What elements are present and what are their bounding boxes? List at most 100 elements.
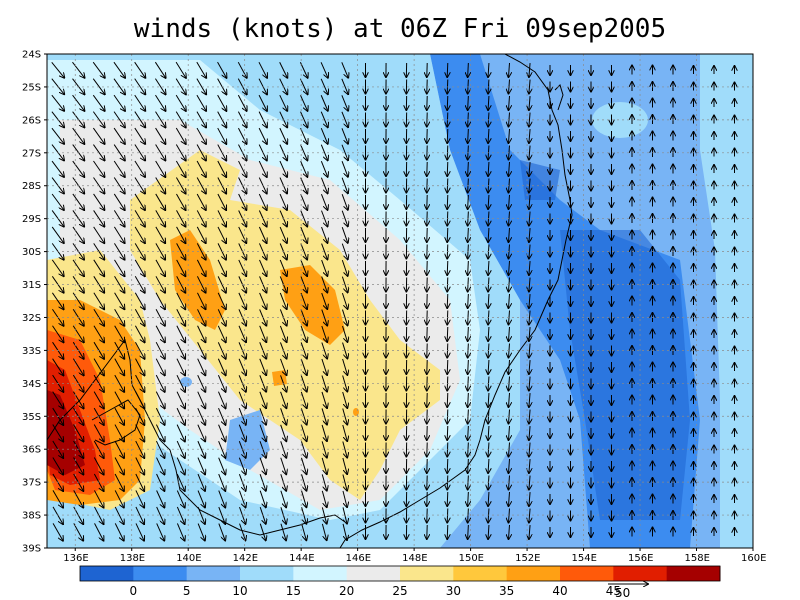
- wind-vector: [176, 309, 185, 325]
- lon-label: 142E: [233, 553, 258, 564]
- wind-vector: [321, 292, 328, 309]
- colorbar-label: 20: [339, 584, 354, 598]
- wind-vector: [321, 259, 328, 276]
- wind-vector: [176, 276, 186, 292]
- wind-vector: [509, 293, 510, 308]
- wind-vector: [197, 523, 205, 541]
- wind-vector: [468, 227, 469, 242]
- wind-vector: [134, 160, 145, 177]
- wind-vector: [509, 227, 510, 242]
- wind-vector: [155, 407, 164, 425]
- wind-vector: [258, 127, 267, 144]
- wind-vector: [468, 475, 469, 490]
- wind-vector: [529, 211, 530, 226]
- wind-vector: [509, 79, 510, 94]
- map-frame: [46, 53, 754, 549]
- wind-vector: [447, 508, 448, 523]
- wind-vector: [342, 342, 348, 359]
- wind-vector: [113, 61, 125, 78]
- wind-vector: [73, 523, 83, 540]
- wind-vector: [155, 177, 166, 193]
- lon-label: 158E: [685, 553, 710, 564]
- wind-vector: [72, 61, 84, 78]
- wind-vector: [509, 524, 510, 539]
- wind-vector: [72, 111, 85, 128]
- wind-vector: [156, 440, 164, 458]
- wind-vector: [238, 193, 247, 210]
- wind-vector: [72, 127, 85, 144]
- lon-label: 154E: [572, 553, 597, 564]
- colorbar-swatch: [133, 566, 188, 581]
- wind-vector: [72, 358, 83, 376]
- wind-vector: [488, 475, 489, 490]
- wind-vector: [113, 94, 125, 111]
- wind-vector: [197, 440, 205, 458]
- wind-vector: [197, 391, 205, 409]
- wind-vector: [529, 508, 530, 523]
- wind-vector: [176, 490, 184, 508]
- wind-vector: [155, 226, 165, 243]
- wind-vector: [529, 392, 530, 407]
- wind-vector: [529, 376, 530, 391]
- wind-vector: [176, 243, 186, 259]
- wind-vector: [320, 62, 328, 77]
- wind-vector: [279, 94, 287, 111]
- wind-vector: [156, 506, 165, 524]
- wind-vector: [341, 161, 348, 177]
- map-title: winds (knots) at 06Z Fri 09sep2005: [133, 14, 667, 44]
- wind-vector: [321, 226, 328, 243]
- wind-vector: [321, 358, 327, 375]
- wind-vector: [509, 326, 510, 341]
- wind-vector: [72, 160, 85, 177]
- wind-vector: [509, 392, 510, 407]
- wind-vector: [488, 326, 489, 341]
- wind-vector: [175, 144, 185, 161]
- wind-vector: [93, 160, 104, 177]
- wind-vector: [468, 79, 469, 94]
- wind-vector: [321, 342, 327, 358]
- wind-vector: [321, 424, 327, 441]
- wind-vector: [320, 177, 327, 194]
- wind-vector: [341, 194, 348, 210]
- lat-label: 34S: [22, 379, 41, 390]
- wind-vector: [529, 112, 530, 127]
- wind-vector: [114, 341, 125, 359]
- colorbar-swatch: [240, 566, 294, 581]
- wind-vector: [300, 259, 307, 276]
- wind-vector: [113, 111, 125, 128]
- wind-vector: [51, 259, 63, 276]
- wind-vector: [196, 144, 206, 161]
- wind-vector: [529, 491, 530, 506]
- wind-vector: [342, 441, 347, 457]
- colorbar-swatch: [400, 566, 454, 581]
- wind-vector: [176, 292, 186, 309]
- wind-vector: [341, 78, 348, 94]
- wind-vector: [155, 160, 166, 177]
- colorbar-swatch: [613, 566, 668, 581]
- lon-label: 152E: [515, 553, 540, 564]
- reference-vector: 50: [608, 584, 648, 600]
- wind-vector: [93, 358, 104, 376]
- wind-vector: [176, 325, 185, 343]
- wind-vector: [321, 309, 327, 326]
- wind-vector: [52, 473, 63, 491]
- wind-vector: [321, 243, 328, 260]
- wind-vector: [72, 325, 84, 343]
- wind-vector: [135, 506, 144, 524]
- wind-vector: [509, 359, 510, 374]
- wind-vector: [320, 144, 327, 161]
- wind-vector: [196, 160, 206, 177]
- wind-vector: [488, 491, 489, 506]
- wind-vector: [176, 358, 185, 376]
- wind-vector: [135, 374, 145, 392]
- lat-label: 25S: [22, 82, 41, 93]
- wind-vector: [93, 457, 103, 474]
- wind-vector: [154, 61, 165, 78]
- wind-vector: [176, 506, 184, 524]
- wind-vector: [197, 309, 206, 325]
- wind-vector: [238, 259, 246, 276]
- wind-vector: [342, 474, 347, 490]
- wind-vector: [155, 94, 165, 111]
- wind-vector: [301, 490, 307, 507]
- wind-vector: [93, 490, 103, 507]
